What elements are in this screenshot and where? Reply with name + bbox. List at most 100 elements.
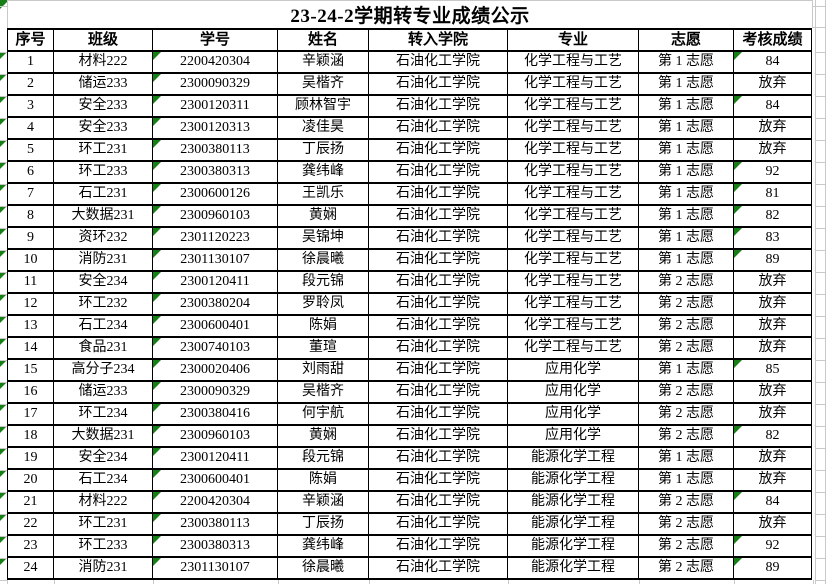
cell-row3-score[interactable]: 84 <box>734 96 812 118</box>
cell-row19-college[interactable]: 石油化工学院 <box>369 448 508 470</box>
cell-row12-choice[interactable]: 第 2 志愿 <box>639 294 734 316</box>
cell-row23-college[interactable]: 石油化工学院 <box>369 536 508 558</box>
cell-row13-major[interactable]: 化学工程与工艺 <box>508 316 639 338</box>
cell-row3-choice[interactable]: 第 1 志愿 <box>639 96 734 118</box>
cell-row17-student_id[interactable]: 2300380416 <box>153 404 278 426</box>
cell-row3-name[interactable]: 顾林智宇 <box>278 96 369 118</box>
cell-row5-class_name[interactable]: 环工231 <box>54 140 153 162</box>
column-header-student_id[interactable]: 学号 <box>153 30 278 52</box>
cell-row17-class_name[interactable]: 环工234 <box>54 404 153 426</box>
cell-row16-choice[interactable]: 第 2 志愿 <box>639 382 734 404</box>
cell-row13-score[interactable]: 放弃 <box>734 316 812 338</box>
column-header-score[interactable]: 考核成绩 <box>734 30 812 52</box>
cell-row24-class_name[interactable]: 消防231 <box>54 558 153 580</box>
cell-row24-score[interactable]: 89 <box>734 558 812 580</box>
cell-row9-score[interactable]: 83 <box>734 228 812 250</box>
cell-row17-college[interactable]: 石油化工学院 <box>369 404 508 426</box>
cell-row9-no[interactable]: 9 <box>8 228 54 250</box>
cell-row20-score[interactable]: 放弃 <box>734 470 812 492</box>
cell-row18-name[interactable]: 黄娴 <box>278 426 369 448</box>
cell-row15-college[interactable]: 石油化工学院 <box>369 360 508 382</box>
cell-row7-score[interactable]: 81 <box>734 184 812 206</box>
cell-row15-choice[interactable]: 第 1 志愿 <box>639 360 734 382</box>
cell-row1-major[interactable]: 化学工程与工艺 <box>508 52 639 74</box>
cell-row14-score[interactable]: 放弃 <box>734 338 812 360</box>
cell-row9-college[interactable]: 石油化工学院 <box>369 228 508 250</box>
cell-row22-major[interactable]: 能源化学工程 <box>508 514 639 536</box>
cell-row14-class_name[interactable]: 食品231 <box>54 338 153 360</box>
cell-row1-class_name[interactable]: 材料222 <box>54 52 153 74</box>
cell-row19-student_id[interactable]: 2300120411 <box>153 448 278 470</box>
cell-row11-class_name[interactable]: 安全234 <box>54 272 153 294</box>
cell-row10-student_id[interactable]: 2301130107 <box>153 250 278 272</box>
cell-row18-no[interactable]: 18 <box>8 426 54 448</box>
cell-row15-student_id[interactable]: 2300020406 <box>153 360 278 382</box>
cell-row6-choice[interactable]: 第 1 志愿 <box>639 162 734 184</box>
cell-row23-name[interactable]: 龚纬峰 <box>278 536 369 558</box>
cell-row4-name[interactable]: 凌佳昊 <box>278 118 369 140</box>
cell-row11-major[interactable]: 化学工程与工艺 <box>508 272 639 294</box>
cell-row4-score[interactable]: 放弃 <box>734 118 812 140</box>
cell-row20-name[interactable]: 陈娟 <box>278 470 369 492</box>
cell-row21-no[interactable]: 21 <box>8 492 54 514</box>
cell-row4-major[interactable]: 化学工程与工艺 <box>508 118 639 140</box>
cell-row8-score[interactable]: 82 <box>734 206 812 228</box>
cell-row18-score[interactable]: 82 <box>734 426 812 448</box>
cell-row13-choice[interactable]: 第 2 志愿 <box>639 316 734 338</box>
cell-row24-no[interactable]: 24 <box>8 558 54 580</box>
cell-row9-student_id[interactable]: 2301120223 <box>153 228 278 250</box>
cell-row2-college[interactable]: 石油化工学院 <box>369 74 508 96</box>
cell-row9-choice[interactable]: 第 1 志愿 <box>639 228 734 250</box>
cell-row11-score[interactable]: 放弃 <box>734 272 812 294</box>
cell-row1-score[interactable]: 84 <box>734 52 812 74</box>
cell-row19-class_name[interactable]: 安全234 <box>54 448 153 470</box>
cell-row4-college[interactable]: 石油化工学院 <box>369 118 508 140</box>
cell-row3-class_name[interactable]: 安全233 <box>54 96 153 118</box>
cell-row23-choice[interactable]: 第 2 志愿 <box>639 536 734 558</box>
cell-row12-major[interactable]: 化学工程与工艺 <box>508 294 639 316</box>
cell-row6-score[interactable]: 92 <box>734 162 812 184</box>
cell-row22-score[interactable]: 放弃 <box>734 514 812 536</box>
cell-row5-no[interactable]: 5 <box>8 140 54 162</box>
cell-row13-name[interactable]: 陈娟 <box>278 316 369 338</box>
cell-row8-major[interactable]: 化学工程与工艺 <box>508 206 639 228</box>
cell-row4-class_name[interactable]: 安全233 <box>54 118 153 140</box>
cell-row18-major[interactable]: 应用化学 <box>508 426 639 448</box>
cell-row10-name[interactable]: 徐晨曦 <box>278 250 369 272</box>
column-header-class_name[interactable]: 班级 <box>54 30 153 52</box>
cell-row21-college[interactable]: 石油化工学院 <box>369 492 508 514</box>
cell-row13-college[interactable]: 石油化工学院 <box>369 316 508 338</box>
cell-row16-no[interactable]: 16 <box>8 382 54 404</box>
column-header-no[interactable]: 序号 <box>8 30 54 52</box>
cell-row16-class_name[interactable]: 储运233 <box>54 382 153 404</box>
cell-row16-name[interactable]: 吴楷齐 <box>278 382 369 404</box>
cell-row24-major[interactable]: 能源化学工程 <box>508 558 639 580</box>
cell-row1-no[interactable]: 1 <box>8 52 54 74</box>
cell-row23-major[interactable]: 能源化学工程 <box>508 536 639 558</box>
cell-row10-score[interactable]: 89 <box>734 250 812 272</box>
cell-row12-score[interactable]: 放弃 <box>734 294 812 316</box>
cell-row22-no[interactable]: 22 <box>8 514 54 536</box>
cell-row5-name[interactable]: 丁辰扬 <box>278 140 369 162</box>
cell-row11-college[interactable]: 石油化工学院 <box>369 272 508 294</box>
cell-row17-major[interactable]: 应用化学 <box>508 404 639 426</box>
cell-row3-major[interactable]: 化学工程与工艺 <box>508 96 639 118</box>
cell-row18-student_id[interactable]: 2300960103 <box>153 426 278 448</box>
cell-row11-student_id[interactable]: 2300120411 <box>153 272 278 294</box>
cell-row20-choice[interactable]: 第 1 志愿 <box>639 470 734 492</box>
column-header-name[interactable]: 姓名 <box>278 30 369 52</box>
cell-row16-college[interactable]: 石油化工学院 <box>369 382 508 404</box>
cell-row15-major[interactable]: 应用化学 <box>508 360 639 382</box>
cell-row8-class_name[interactable]: 大数据231 <box>54 206 153 228</box>
cell-row16-student_id[interactable]: 2300090329 <box>153 382 278 404</box>
cell-row14-college[interactable]: 石油化工学院 <box>369 338 508 360</box>
cell-row6-college[interactable]: 石油化工学院 <box>369 162 508 184</box>
cell-row12-name[interactable]: 罗聆凤 <box>278 294 369 316</box>
cell-row24-name[interactable]: 徐晨曦 <box>278 558 369 580</box>
cell-row24-college[interactable]: 石油化工学院 <box>369 558 508 580</box>
cell-row21-student_id[interactable]: 2200420304 <box>153 492 278 514</box>
cell-row19-no[interactable]: 19 <box>8 448 54 470</box>
cell-row21-choice[interactable]: 第 2 志愿 <box>639 492 734 514</box>
column-header-college[interactable]: 转入学院 <box>369 30 508 52</box>
cell-row2-score[interactable]: 放弃 <box>734 74 812 96</box>
